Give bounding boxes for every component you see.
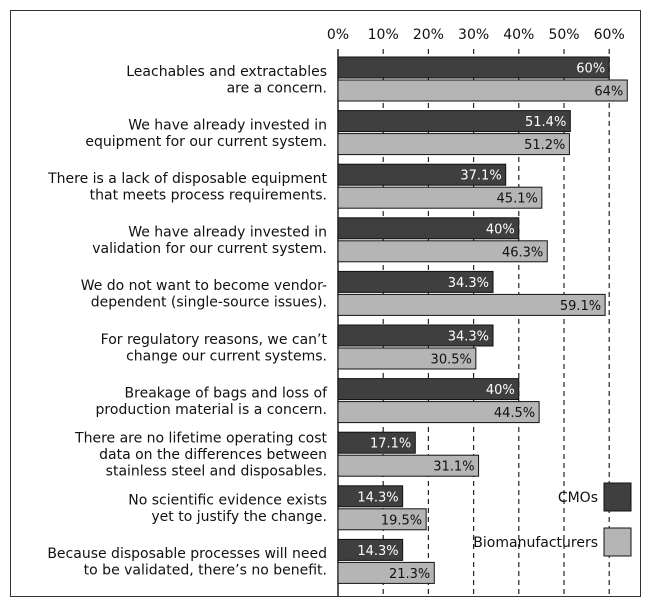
bar-biomanufacturers: [337, 347, 477, 370]
bar-cmos: [337, 110, 571, 133]
bar-value-label: 19.5%: [381, 513, 422, 528]
bar-cmos: [337, 431, 416, 454]
category-label: Because disposable processes will need to…: [47, 546, 327, 579]
bar-value-label: 60%: [576, 62, 605, 77]
bar-cmos: [337, 217, 520, 240]
bar-biomanufacturers: [337, 401, 540, 424]
bar-value-label: 34.3%: [448, 330, 489, 345]
bar-cmos: [337, 538, 404, 561]
category-label: We have already invested in validation fo…: [92, 225, 327, 257]
x-tick-label: 0%: [327, 27, 349, 43]
bar-value-label: 31.1%: [433, 460, 474, 475]
x-tick-label: 40%: [503, 27, 534, 43]
category-label: Breakage of bags and loss of production m…: [96, 385, 329, 418]
chart-frame: 0% 10% 20% 30% 40% 50% 60% 60% 64% Leachables and…: [10, 10, 641, 597]
category-label: We have already invested in equipment for…: [85, 117, 327, 150]
bar-value-label: 51.4%: [525, 115, 566, 130]
category-label: We do not want to become vendor-dependen…: [81, 278, 327, 311]
bar-biomanufacturers: [337, 186, 543, 209]
category-label: There are no lifetime operating cost data…: [74, 431, 327, 480]
legend-label-cmos: CMOs: [558, 490, 598, 506]
bar-cmos: [337, 378, 520, 401]
bar-value-label: 51.2%: [524, 138, 565, 153]
category-label: There is a lack of disposable equipment t…: [47, 171, 327, 204]
bar-value-label: 40%: [486, 383, 515, 398]
bar-biomanufacturers: [337, 454, 480, 477]
bar-value-label: 14.3%: [357, 490, 398, 505]
bar-value-label: 34.3%: [448, 276, 489, 291]
bar-biomanufacturers: [337, 508, 427, 531]
bar-cmos: [337, 485, 404, 508]
category-label: Leachables and extractables are a concern…: [126, 64, 327, 97]
bar-cmos: [337, 324, 494, 347]
x-tick-label: 20%: [413, 27, 444, 43]
bar-chart: 0% 10% 20% 30% 40% 50% 60% 60% 64% Leachables and…: [47, 27, 632, 596]
x-tick-label: 30%: [458, 27, 489, 43]
bar-value-label: 30.5%: [431, 353, 472, 368]
bar-value-label: 14.3%: [357, 544, 398, 559]
category-label: For regulatory reasons, we can’t change o…: [101, 332, 328, 365]
x-tick-label: 10%: [368, 27, 399, 43]
legend-swatch-cmos: [603, 482, 632, 512]
bar-cmos: [337, 270, 494, 293]
bar-biomanufacturers: [337, 79, 628, 102]
legend-label-biomanufacturers: Biomanufacturers: [473, 535, 598, 551]
bar-biomanufacturers: [337, 133, 570, 156]
x-tick-label: 50%: [548, 27, 579, 43]
bar-value-label: 64%: [594, 85, 623, 100]
bar-value-label: 59.1%: [560, 299, 601, 314]
bar-biomanufacturers: [337, 240, 548, 263]
bar-cmos: [337, 56, 610, 79]
bar-cmos: [337, 163, 507, 186]
bar-value-label: 45.1%: [497, 192, 538, 207]
legend-swatch-biomanufacturers: [603, 527, 632, 557]
bar-biomanufacturers: [337, 293, 606, 316]
bar-value-label: 37.1%: [460, 169, 501, 184]
x-tick-label: 60%: [594, 27, 625, 43]
bar-value-label: 46.3%: [502, 245, 543, 260]
bar-value-label: 17.1%: [370, 437, 411, 452]
bar-value-label: 21.3%: [389, 567, 430, 582]
bar-biomanufacturers: [337, 561, 435, 584]
bar-value-label: 40%: [486, 222, 515, 237]
category-label: No scientific evidence exists yet to just…: [128, 493, 327, 526]
bar-value-label: 44.5%: [494, 406, 535, 421]
